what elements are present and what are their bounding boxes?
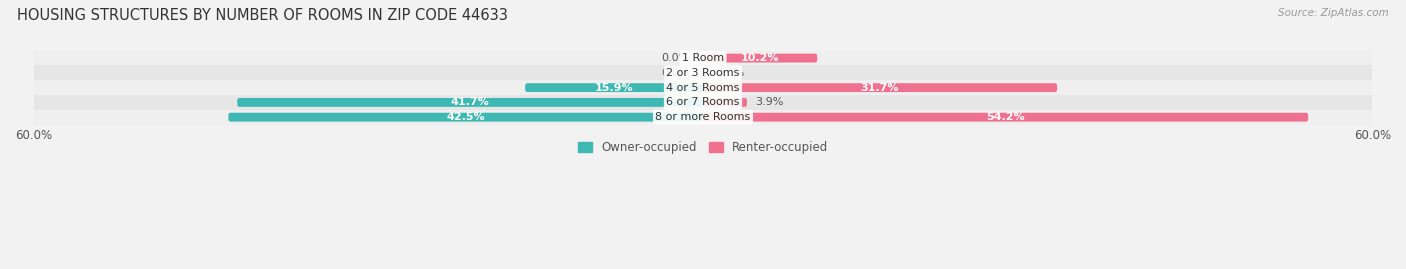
Text: 0.0%: 0.0% — [661, 53, 689, 63]
Text: 15.9%: 15.9% — [595, 83, 634, 93]
Text: HOUSING STRUCTURES BY NUMBER OF ROOMS IN ZIP CODE 44633: HOUSING STRUCTURES BY NUMBER OF ROOMS IN… — [17, 8, 508, 23]
FancyBboxPatch shape — [703, 113, 1308, 122]
Text: 6 or 7 Rooms: 6 or 7 Rooms — [666, 97, 740, 107]
Text: 42.5%: 42.5% — [447, 112, 485, 122]
FancyBboxPatch shape — [703, 98, 747, 107]
Text: 3.9%: 3.9% — [755, 97, 783, 107]
Text: 54.2%: 54.2% — [986, 112, 1025, 122]
FancyBboxPatch shape — [703, 83, 1057, 92]
Legend: Owner-occupied, Renter-occupied: Owner-occupied, Renter-occupied — [572, 136, 834, 158]
Text: 8 or more Rooms: 8 or more Rooms — [655, 112, 751, 122]
Text: 2 or 3 Rooms: 2 or 3 Rooms — [666, 68, 740, 78]
FancyBboxPatch shape — [238, 98, 703, 107]
Text: 0.0%: 0.0% — [661, 68, 689, 78]
Text: 31.7%: 31.7% — [860, 83, 898, 93]
Bar — [34, 110, 1372, 125]
Text: 1 Room: 1 Room — [682, 53, 724, 63]
Text: 41.7%: 41.7% — [451, 97, 489, 107]
FancyBboxPatch shape — [526, 83, 703, 92]
FancyBboxPatch shape — [228, 113, 703, 122]
Bar — [34, 51, 1372, 65]
Bar — [34, 80, 1372, 95]
Text: 10.2%: 10.2% — [741, 53, 779, 63]
Text: 4 or 5 Rooms: 4 or 5 Rooms — [666, 83, 740, 93]
FancyBboxPatch shape — [703, 54, 817, 62]
Bar — [34, 95, 1372, 110]
Text: Source: ZipAtlas.com: Source: ZipAtlas.com — [1278, 8, 1389, 18]
Bar — [34, 65, 1372, 80]
Text: 0.0%: 0.0% — [717, 68, 745, 78]
